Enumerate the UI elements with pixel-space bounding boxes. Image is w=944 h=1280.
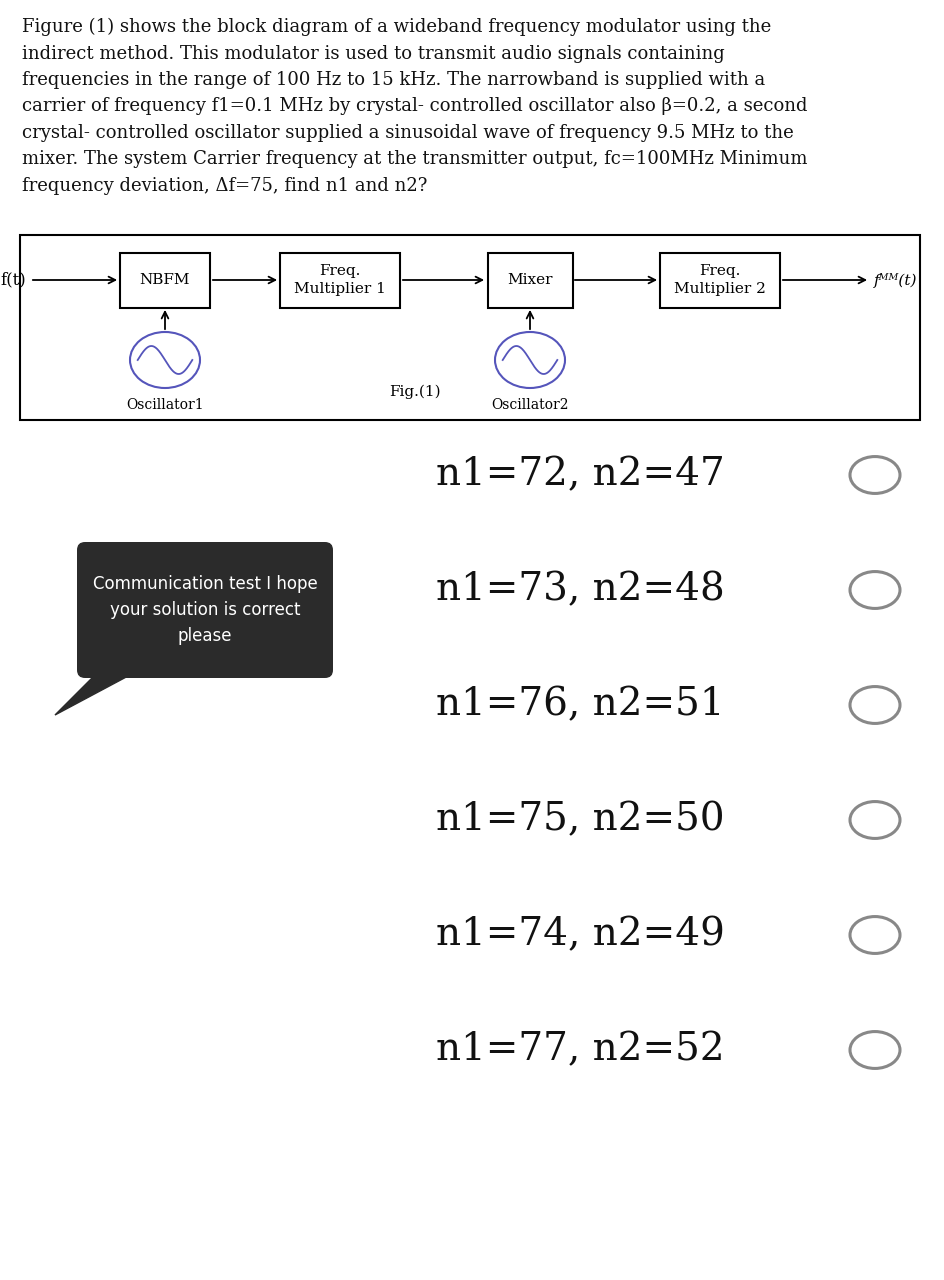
FancyBboxPatch shape [77, 541, 333, 678]
Text: Communication test I hope
your solution is correct
please: Communication test I hope your solution … [93, 575, 317, 645]
Bar [280, 252, 400, 307]
Text: Oscillator2: Oscillator2 [491, 398, 568, 412]
Text: Freq.
Multiplier 1: Freq. Multiplier 1 [295, 265, 386, 296]
Bar [20, 236, 920, 420]
Text: NBFM: NBFM [140, 273, 191, 287]
Text: n1=77, n2=52: n1=77, n2=52 [436, 1032, 724, 1069]
Text: Freq.
Multiplier 2: Freq. Multiplier 2 [674, 265, 766, 296]
Text: Oscillator1: Oscillator1 [126, 398, 204, 412]
Text: n1=76, n2=51: n1=76, n2=51 [436, 686, 724, 723]
Text: n1=74, n2=49: n1=74, n2=49 [435, 916, 724, 954]
Text: n1=75, n2=50: n1=75, n2=50 [436, 801, 724, 838]
Bar [487, 252, 572, 307]
Text: n1=73, n2=48: n1=73, n2=48 [435, 571, 724, 608]
Text: f(t): f(t) [0, 271, 26, 288]
Polygon shape [55, 675, 130, 716]
Text: Figure (1) shows the block diagram of a wideband frequency modulator using the
i: Figure (1) shows the block diagram of a … [22, 18, 807, 195]
Text: fᴹᴹ(t): fᴹᴹ(t) [874, 273, 918, 288]
Text: Fig.(1): Fig.(1) [389, 385, 441, 399]
Text: Mixer: Mixer [507, 273, 553, 287]
Bar [120, 252, 210, 307]
Text: n1=72, n2=47: n1=72, n2=47 [435, 457, 724, 494]
Bar [660, 252, 780, 307]
